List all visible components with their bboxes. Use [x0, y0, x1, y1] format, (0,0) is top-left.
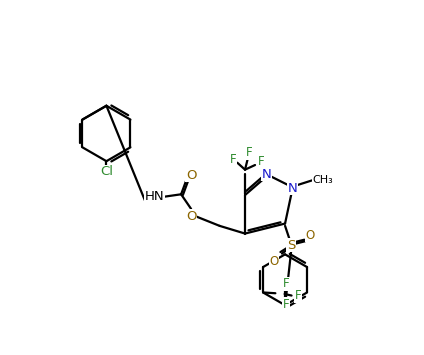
Text: Cl: Cl	[100, 165, 113, 179]
Text: F: F	[229, 153, 236, 166]
Text: CH₃: CH₃	[312, 175, 333, 185]
Text: F: F	[283, 297, 290, 311]
Text: O: O	[306, 229, 315, 242]
Text: S: S	[287, 239, 296, 252]
Text: O: O	[186, 169, 196, 181]
Text: HN: HN	[144, 190, 164, 203]
Text: N: N	[288, 182, 298, 195]
Text: O: O	[186, 210, 196, 223]
Text: F: F	[246, 146, 253, 159]
Text: F: F	[283, 278, 290, 290]
Text: F: F	[258, 155, 265, 168]
Text: F: F	[294, 289, 301, 302]
Text: N: N	[262, 168, 271, 181]
Text: O: O	[270, 255, 279, 268]
